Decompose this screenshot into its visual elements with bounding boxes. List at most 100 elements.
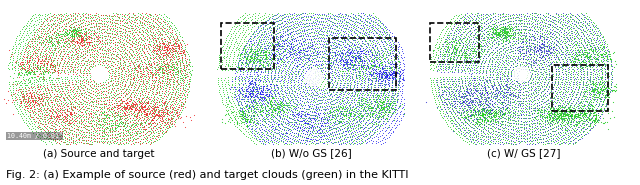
- Point: [68, 135, 78, 138]
- Point: [143, 70, 153, 73]
- Point: [293, 46, 303, 48]
- Point: [322, 59, 332, 62]
- Point: [560, 142, 570, 145]
- Point: [490, 27, 500, 30]
- Point: [51, 133, 61, 136]
- Point: [144, 82, 154, 85]
- Point: [521, 80, 531, 83]
- Point: [344, 25, 354, 28]
- Point: [335, 43, 345, 46]
- Point: [165, 49, 175, 52]
- Point: [232, 121, 243, 124]
- Point: [511, 137, 521, 140]
- Point: [483, 137, 493, 140]
- Point: [277, 132, 287, 135]
- Point: [154, 40, 164, 43]
- Point: [461, 117, 472, 120]
- Point: [547, 123, 557, 126]
- Point: [278, 110, 288, 113]
- Point: [479, 55, 490, 58]
- Point: [518, 54, 528, 57]
- Point: [161, 70, 172, 73]
- Point: [63, 83, 74, 86]
- Point: [68, 31, 79, 34]
- Point: [58, 28, 68, 31]
- Point: [257, 97, 268, 100]
- Point: [341, 46, 351, 48]
- Point: [331, 136, 341, 139]
- Point: [287, 48, 297, 51]
- Point: [347, 68, 357, 71]
- Point: [126, 25, 136, 28]
- Point: [333, 12, 343, 15]
- Point: [300, 83, 310, 86]
- Point: [273, 78, 284, 81]
- Point: [26, 69, 36, 72]
- Point: [387, 38, 397, 41]
- Point: [101, 82, 111, 85]
- Point: [593, 119, 603, 122]
- Point: [81, 37, 91, 40]
- Point: [116, 33, 127, 36]
- Point: [505, 118, 515, 121]
- Point: [70, 41, 80, 44]
- Point: [451, 80, 461, 83]
- Point: [582, 67, 593, 70]
- Point: [365, 89, 376, 92]
- Point: [326, 34, 337, 37]
- Point: [329, 80, 339, 83]
- Point: [524, 110, 534, 113]
- Point: [234, 88, 244, 91]
- Point: [469, 76, 479, 79]
- Point: [529, 128, 540, 131]
- Point: [590, 121, 600, 124]
- Point: [470, 110, 481, 113]
- Point: [96, 102, 106, 105]
- Point: [143, 106, 154, 109]
- Point: [250, 133, 260, 136]
- Point: [310, 69, 320, 72]
- Point: [576, 68, 586, 71]
- Point: [284, 65, 294, 68]
- Point: [271, 122, 282, 125]
- Point: [465, 52, 475, 55]
- Point: [479, 110, 489, 112]
- Point: [517, 51, 527, 54]
- Point: [306, 97, 316, 100]
- Point: [31, 78, 42, 81]
- Point: [78, 89, 88, 92]
- Point: [470, 16, 481, 19]
- Point: [275, 100, 285, 102]
- Point: [242, 113, 252, 116]
- Point: [214, 54, 225, 57]
- Point: [305, 114, 315, 117]
- Point: [244, 114, 255, 117]
- Point: [346, 71, 356, 74]
- Point: [349, 35, 359, 38]
- Point: [288, 107, 298, 110]
- Point: [464, 115, 474, 118]
- Point: [109, 52, 119, 55]
- Point: [76, 43, 86, 46]
- Point: [569, 19, 579, 22]
- Point: [548, 41, 559, 44]
- Point: [45, 65, 56, 68]
- Point: [454, 109, 465, 112]
- Point: [570, 15, 580, 18]
- Point: [164, 39, 175, 42]
- Point: [548, 21, 558, 24]
- Point: [336, 44, 346, 47]
- Point: [310, 90, 320, 93]
- Point: [384, 111, 394, 114]
- Point: [292, 52, 302, 55]
- Point: [97, 63, 108, 66]
- Point: [461, 19, 472, 22]
- Point: [48, 65, 58, 68]
- Point: [348, 56, 358, 59]
- Point: [511, 130, 521, 133]
- Point: [220, 48, 230, 51]
- Point: [347, 88, 357, 91]
- Point: [588, 90, 598, 93]
- Point: [387, 32, 397, 35]
- Point: [458, 115, 468, 118]
